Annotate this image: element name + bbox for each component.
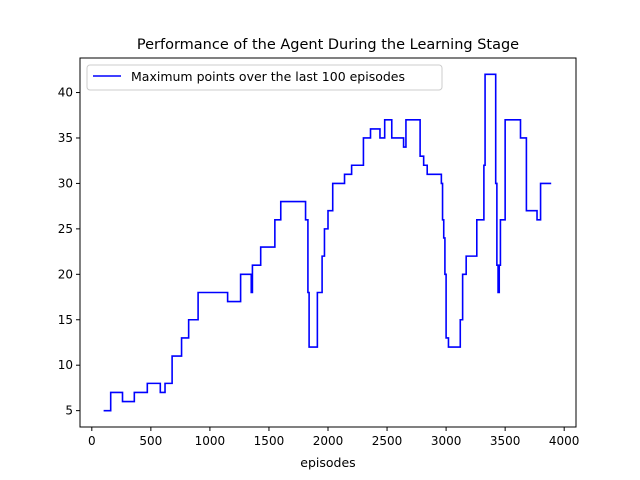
- y-tick-label: 10: [58, 358, 73, 372]
- plot-area: 0 500 1000 1500 2000 2500 3000 3500 4000 5 10 15 20…: [58, 57, 579, 448]
- x-tick-label: 2000: [313, 434, 344, 448]
- x-axis-label: episodes: [300, 455, 355, 470]
- legend: Maximum points over the last 100 episode…: [86, 64, 443, 91]
- y-tick-label: 40: [58, 86, 73, 100]
- y-tick-label: 35: [58, 131, 73, 145]
- y-tick-label: 30: [58, 176, 73, 190]
- x-tick-label: 1000: [195, 434, 226, 448]
- x-tick-label: 2500: [372, 434, 403, 448]
- x-tick-label: 3500: [490, 434, 521, 448]
- x-tick-label: 1500: [254, 434, 285, 448]
- series-line: [103, 73, 552, 412]
- x-axis: 0 500 1000 1500 2000 2500 3000 3500 4000: [88, 427, 579, 448]
- legend-label: Maximum points over the last 100 episode…: [131, 69, 405, 84]
- x-tick-label: 3000: [431, 434, 462, 448]
- y-tick-label: 5: [65, 404, 73, 418]
- series-layer: [103, 73, 552, 412]
- x-tick-label: 500: [139, 434, 162, 448]
- y-tick-label: 20: [58, 267, 73, 281]
- y-axis: 5 10 15 20 25 30 35 40: [58, 86, 80, 418]
- y-tick-label: 15: [58, 313, 73, 327]
- axes-background: [80, 58, 576, 427]
- y-tick-label: 25: [58, 222, 73, 236]
- x-tick-label: 0: [88, 434, 96, 448]
- legend-box: [86, 64, 443, 91]
- chart-title: Performance of the Agent During the Lear…: [137, 37, 519, 53]
- x-tick-label: 4000: [549, 434, 580, 448]
